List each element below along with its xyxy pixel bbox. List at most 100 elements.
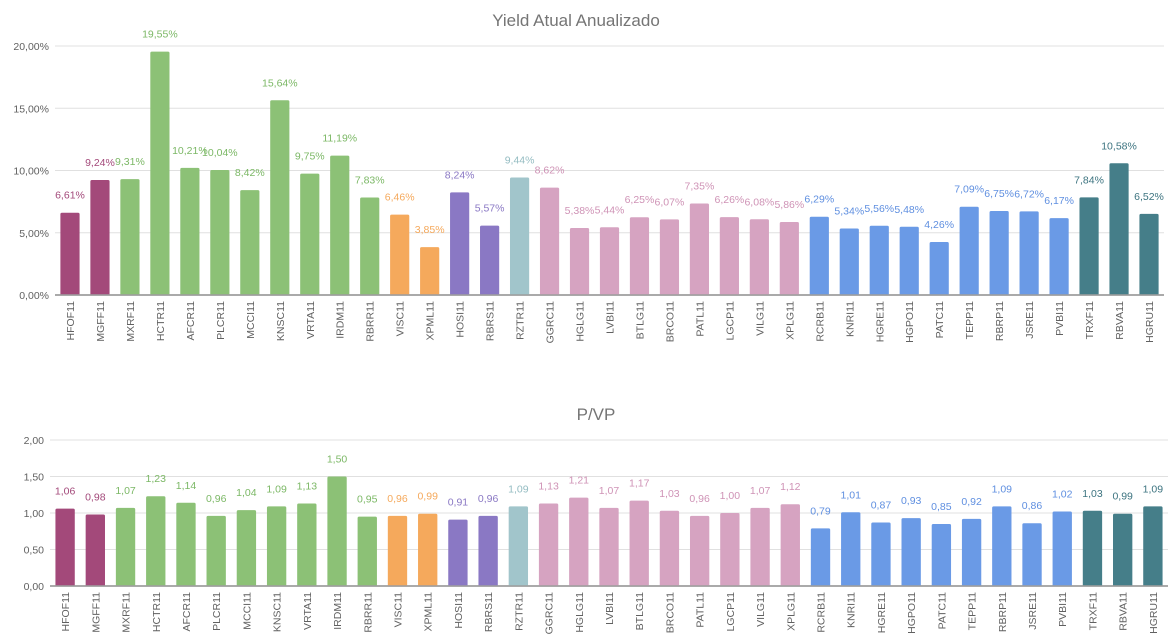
bar-plcr11 xyxy=(210,170,230,295)
bar-patc11 xyxy=(929,241,949,295)
data-label: 1,17 xyxy=(629,478,650,490)
pvp-chart: P/VP 0,00 0,50 1,00 1,50 2,00 1,06 HFOF11 0,98 M… xyxy=(24,405,1168,634)
x-tick-label: RBRP11 xyxy=(994,301,1006,341)
bar-jsre11 xyxy=(1022,523,1042,586)
x-tick-label: BRCO11 xyxy=(664,592,676,633)
x-tick-label: JSRE11 xyxy=(1027,592,1039,630)
bar-pvbi11 xyxy=(1049,218,1069,295)
bar-hgre11 xyxy=(869,225,889,295)
bar-xpml11 xyxy=(420,247,440,295)
x-tick-label: AFCR11 xyxy=(185,301,197,341)
x-tick-label: BTLG11 xyxy=(634,592,646,630)
data-label: 0,96 xyxy=(689,493,710,505)
data-label: 0,87 xyxy=(871,499,892,511)
x-tick-label: RBRP11 xyxy=(997,592,1009,632)
bar-rztr11 xyxy=(508,506,529,586)
x-tick-label: LGCP11 xyxy=(724,301,736,341)
x-tick-label: GGRC11 xyxy=(544,592,556,635)
x-tick-label: MCCI11 xyxy=(241,592,253,630)
data-label: 5,34% xyxy=(834,206,864,218)
bar-patl11 xyxy=(689,203,710,295)
x-tick-label: HGRE11 xyxy=(874,301,886,342)
data-label: 0,91 xyxy=(448,497,469,509)
x-tick-label: RBRR11 xyxy=(365,301,377,342)
x-tick-label: TEPP11 xyxy=(964,301,976,339)
bar-rbva11 xyxy=(1109,163,1129,295)
bar-mcci11 xyxy=(236,510,257,586)
bar-hctr11 xyxy=(146,496,166,586)
x-tick-label: XPLG11 xyxy=(785,592,797,631)
data-label: 7,84% xyxy=(1074,174,1104,186)
data-label: 10,58% xyxy=(1101,140,1137,152)
bar-afcr11 xyxy=(180,167,200,295)
data-label: 5,57% xyxy=(475,203,505,215)
bar-hctr11 xyxy=(150,51,170,295)
data-label: 9,75% xyxy=(295,151,325,163)
x-tick-label: RZTR11 xyxy=(513,592,525,631)
bar-rcrb11 xyxy=(810,528,831,586)
data-label: 6,46% xyxy=(385,192,415,204)
bar-mxrf11 xyxy=(115,507,136,586)
data-label: 6,29% xyxy=(804,194,834,206)
x-tick-label: LVBI11 xyxy=(604,592,616,625)
x-tick-label: XPML11 xyxy=(425,301,437,341)
bar-btlg11 xyxy=(629,217,650,295)
bar-mgff11 xyxy=(85,514,105,586)
bar-tepp11 xyxy=(959,206,979,295)
bar-rbrs11 xyxy=(478,515,498,586)
data-label: 6,26% xyxy=(715,194,745,206)
y-tick-label: 0,00% xyxy=(19,290,49,302)
data-label: 0,96 xyxy=(206,493,227,505)
bar-brco11 xyxy=(659,510,680,586)
data-label: 8,62% xyxy=(535,165,565,177)
bar-hgpo11 xyxy=(901,518,921,586)
data-label: 6,07% xyxy=(655,196,685,208)
data-label: 0,98 xyxy=(85,491,106,503)
x-tick-label: HFOF11 xyxy=(60,592,72,632)
data-label: 1,07 xyxy=(115,485,136,497)
data-label: 0,92 xyxy=(961,496,982,508)
x-tick-label: MXRF11 xyxy=(125,301,137,342)
x-tick-label: XPLG11 xyxy=(784,301,796,340)
x-tick-label: TRXF11 xyxy=(1087,592,1099,630)
bar-hgre11 xyxy=(871,522,891,586)
x-tick-label: HGRE11 xyxy=(876,592,888,633)
bar-brco11 xyxy=(659,219,680,295)
data-label: 7,35% xyxy=(685,180,715,192)
data-label: 6,17% xyxy=(1044,195,1074,207)
data-label: 0,93 xyxy=(901,495,922,507)
x-tick-label: MGFF11 xyxy=(90,592,102,633)
bar-rbrp11 xyxy=(989,210,1009,295)
bar-afcr11 xyxy=(176,502,196,586)
bar-lvbi11 xyxy=(599,507,619,586)
data-label: 0,99 xyxy=(1112,491,1133,503)
x-tick-label: HGRU11 xyxy=(1148,592,1160,634)
bar-vilg11 xyxy=(749,219,769,295)
x-tick-label: PATC11 xyxy=(934,301,946,339)
x-tick-label: HGRU11 xyxy=(1144,301,1156,343)
bar-pvbi11 xyxy=(1052,511,1072,586)
x-tick-label: VISC11 xyxy=(395,301,407,337)
data-label: 19,55% xyxy=(142,29,178,41)
bar-hgru11 xyxy=(1143,506,1163,586)
x-tick-label: IRDM11 xyxy=(332,592,344,630)
x-tick-label: TEPP11 xyxy=(967,592,979,630)
x-tick-label: HOSI11 xyxy=(455,301,467,338)
data-label: 1,01 xyxy=(841,489,862,501)
data-label: 0,96 xyxy=(478,493,499,505)
data-label: 1,23 xyxy=(146,473,167,485)
y-tick-label: 0,50 xyxy=(24,545,45,557)
data-label: 1,03 xyxy=(659,488,680,500)
data-label: 6,72% xyxy=(1014,188,1044,200)
y-tick-label: 1,50 xyxy=(24,472,45,484)
bar-lgcp11 xyxy=(719,217,739,295)
bar-irdm11 xyxy=(327,476,347,586)
x-tick-label: LGCP11 xyxy=(725,592,737,632)
data-label: 1,09 xyxy=(508,483,529,495)
data-label: 0,85 xyxy=(931,501,952,513)
data-label: 1,14 xyxy=(176,480,197,492)
data-label: 1,50 xyxy=(327,454,348,466)
data-label: 1,13 xyxy=(538,481,559,493)
data-label: 8,42% xyxy=(235,167,265,179)
x-tick-label: BRCO11 xyxy=(664,301,676,342)
